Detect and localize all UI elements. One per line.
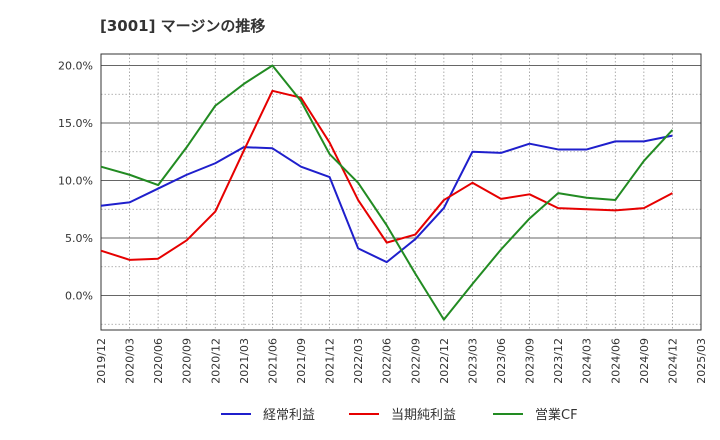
- y-tick-label: 15.0%: [58, 117, 93, 130]
- x-tick-label: 2023/12: [552, 338, 565, 384]
- legend: 経常利益 当期純利益 営業CF: [221, 407, 578, 423]
- grid: [100, 54, 702, 330]
- chart-title: [3001] マージンの推移: [100, 17, 265, 35]
- x-tick-label: 2024/09: [638, 338, 651, 384]
- series-line-1: [100, 134, 673, 264]
- x-tick-label: 2019/12: [95, 338, 108, 384]
- x-tick-label: 2020/06: [152, 338, 165, 384]
- series-line-2: [100, 89, 673, 261]
- x-tick-label: 2021/12: [324, 338, 337, 384]
- legend-label-3: 営業CF: [535, 407, 578, 423]
- plot-frame: [100, 53, 702, 331]
- x-tick-label: 2024/03: [581, 338, 594, 384]
- x-tick-label: 2021/03: [238, 338, 251, 384]
- x-tick-label: 2024/12: [666, 338, 679, 384]
- x-tick-label: 2025/03: [695, 338, 708, 384]
- y-tick-label: 5.0%: [65, 232, 93, 245]
- x-tick-label: 2020/03: [124, 338, 137, 384]
- x-axis-tick-labels: 2019/12 2020/03 2020/06 2020/09 2020/12 2021/…: [95, 338, 708, 384]
- x-tick-label: 2022/09: [409, 338, 422, 384]
- y-tick-label: 10.0%: [58, 175, 93, 188]
- plot-border: [100, 53, 702, 331]
- x-tick-label: 2022/06: [381, 338, 394, 384]
- legend-label-1: 経常利益: [263, 408, 315, 423]
- x-tick-label: 2022/12: [438, 338, 451, 384]
- x-tick-label: 2021/06: [266, 338, 279, 384]
- x-tick-label: 2023/09: [524, 338, 537, 384]
- legend-label-2: 当期純利益: [391, 408, 456, 423]
- series-layer: [100, 64, 674, 321]
- series-line-3: [100, 64, 674, 321]
- x-tick-label: 2020/09: [181, 338, 194, 384]
- x-tick-label: 2021/09: [295, 338, 308, 384]
- y-tick-label: 20.0%: [58, 60, 93, 73]
- x-tick-label: 2023/06: [495, 338, 508, 384]
- y-axis-tick-labels: 0.0% 5.0% 10.0% 15.0% 20.0%: [58, 60, 93, 303]
- x-tick-label: 2024/06: [609, 338, 622, 384]
- x-tick-label: 2022/03: [352, 338, 365, 384]
- x-tick-label: 2023/03: [466, 338, 479, 384]
- y-tick-label: 0.0%: [65, 290, 93, 303]
- x-tick-label: 2020/12: [209, 338, 222, 384]
